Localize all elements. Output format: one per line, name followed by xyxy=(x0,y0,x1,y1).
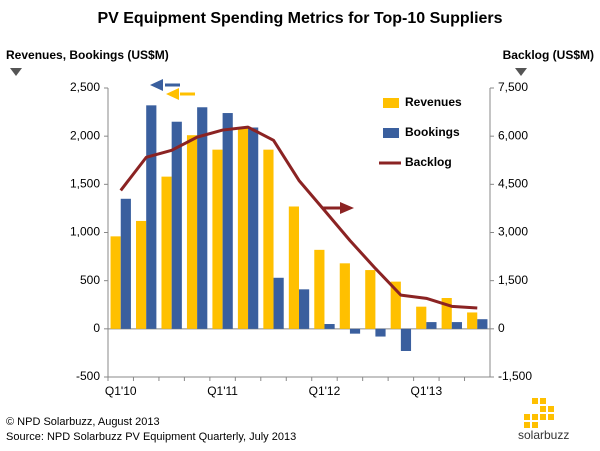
y-tick-label: -500 xyxy=(76,369,100,383)
y2-tick-label: 3,000 xyxy=(498,225,528,239)
y2-tick-label: -1,500 xyxy=(498,369,532,383)
y-tick-label: 0 xyxy=(93,321,100,335)
axis-marker xyxy=(515,68,527,76)
bar xyxy=(212,149,223,329)
bar xyxy=(477,319,488,329)
line xyxy=(119,125,478,310)
x-tick-label: Q1'12 xyxy=(309,384,341,398)
bar xyxy=(161,176,172,329)
y2-axis-label: Backlog (US$M) xyxy=(503,48,594,62)
bar xyxy=(400,328,412,351)
bar xyxy=(110,236,121,329)
y-tick-label: 1,500 xyxy=(70,177,100,191)
bar xyxy=(426,322,437,329)
y-tick-label: 1,000 xyxy=(70,225,100,239)
bar xyxy=(339,263,350,329)
y2-tick-label: 4,500 xyxy=(498,177,528,191)
bar xyxy=(171,121,182,329)
x-tick-label: Q1'13 xyxy=(411,384,443,398)
bar xyxy=(349,328,361,334)
bar xyxy=(146,105,157,329)
arrow-right-backlog xyxy=(322,202,354,214)
bar xyxy=(324,324,335,329)
chart-title: PV Equipment Spending Metrics for Top-10… xyxy=(97,10,502,27)
y2-tick-label: 7,500 xyxy=(498,80,528,94)
bar xyxy=(441,298,452,329)
x-tick-label: Q1'11 xyxy=(207,384,238,398)
bar xyxy=(390,281,401,329)
y-tick-label: 2,500 xyxy=(70,80,100,94)
bar xyxy=(263,149,274,329)
bar xyxy=(248,127,259,329)
y2-tick-label: 6,000 xyxy=(498,128,528,142)
bar xyxy=(237,128,249,329)
y-tick-label: 500 xyxy=(80,273,100,287)
bar xyxy=(273,277,284,329)
bar xyxy=(120,198,131,329)
bar xyxy=(299,289,310,329)
y-axis-label: Revenues, Bookings (US$M) xyxy=(6,48,169,62)
bar xyxy=(186,135,198,329)
legend-label: Bookings xyxy=(405,125,460,139)
bar xyxy=(222,113,233,329)
bar xyxy=(314,249,325,329)
bar xyxy=(288,206,299,329)
legend-swatch xyxy=(383,98,399,108)
bar xyxy=(375,328,386,337)
arrow-left-revenues xyxy=(166,88,195,100)
bar xyxy=(467,312,478,329)
x-tick-label: Q1'10 xyxy=(105,384,137,398)
axis-marker xyxy=(10,68,22,76)
bar xyxy=(451,322,462,329)
legend-label: Revenues xyxy=(405,95,462,109)
legend-label: Backlog xyxy=(405,155,452,169)
bar xyxy=(197,107,208,329)
bar xyxy=(136,220,147,329)
footer: Source: NPD Solarbuzz PV Equipment Quart… xyxy=(6,431,296,443)
legend-swatch xyxy=(383,128,399,138)
bar xyxy=(365,270,376,329)
bar xyxy=(416,306,427,329)
footer: © NPD Solarbuzz, August 2013 xyxy=(6,416,160,428)
logo-icon xyxy=(524,398,554,428)
logo: solarbuzz xyxy=(518,428,569,442)
arrow-left-bookings xyxy=(150,79,180,91)
y2-tick-label: 1,500 xyxy=(498,273,528,287)
y-tick-label: 2,000 xyxy=(70,128,100,142)
y2-tick-label: 0 xyxy=(498,321,505,335)
